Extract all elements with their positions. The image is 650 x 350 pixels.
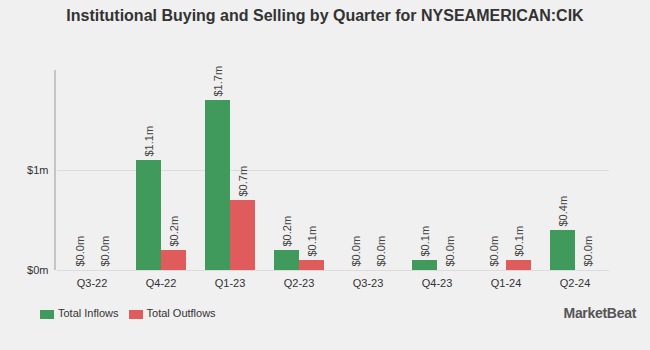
svg-text:$1m: $1m [27,164,48,176]
svg-text:$0.0m: $0.0m [350,236,362,267]
svg-text:$0.4m: $0.4m [557,196,569,227]
svg-text:Q3-23: Q3-23 [353,277,384,289]
svg-text:Q1-24: Q1-24 [491,277,522,289]
svg-text:$0.2m: $0.2m [281,216,293,247]
svg-text:Q2-23: Q2-23 [284,277,315,289]
svg-text:$1.7m: $1.7m [212,66,224,97]
svg-text:$0.1m: $0.1m [513,226,525,257]
html-text:Total Inflows: Total Inflows [58,307,119,319]
svg-text:$0.7m: $0.7m [237,166,249,197]
html-text:MarketBeat: MarketBeat [563,305,636,321]
svg-text:Q4-22: Q4-22 [146,277,177,289]
svg-text:$0.0m: $0.0m [99,236,111,267]
svg-text:Q4-23: Q4-23 [422,277,453,289]
svg-text:$0.0m: $0.0m [444,236,456,267]
html-text:Total Outflows: Total Outflows [146,307,216,319]
svg-text:$0.0m: $0.0m [74,236,86,267]
svg-text:$0.0m: $0.0m [488,236,500,267]
svg-text:$0.1m: $0.1m [306,226,318,257]
svg-text:$0m: $0m [27,264,48,276]
svg-text:$0.0m: $0.0m [582,236,594,267]
svg-text:Q1-23: Q1-23 [215,277,246,289]
svg-text:Q2-24: Q2-24 [560,277,591,289]
svg-text:$0.2m: $0.2m [168,216,180,247]
svg-text:Q3-22: Q3-22 [77,277,108,289]
html-text:Institutional Buying and Selli: Institutional Buying and Selling by Quar… [66,7,584,24]
svg-text:$0.1m: $0.1m [419,226,431,257]
svg-text:$1.1m: $1.1m [143,126,155,157]
svg-text:$0.0m: $0.0m [375,236,387,267]
